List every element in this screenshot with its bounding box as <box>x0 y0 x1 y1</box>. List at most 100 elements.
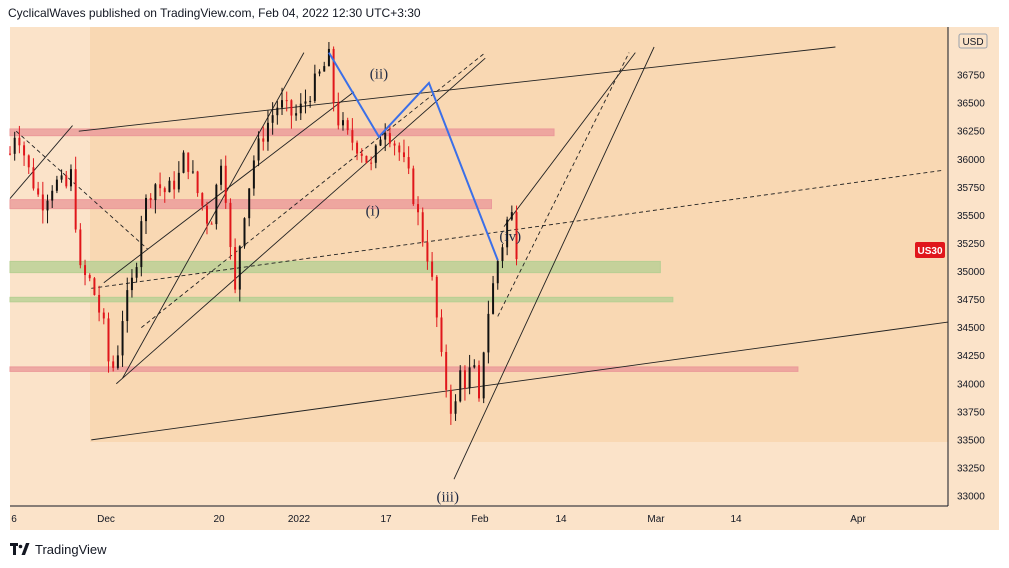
candle-body <box>478 365 480 399</box>
price-tick-label: 36250 <box>957 127 985 138</box>
candle-body <box>84 265 87 276</box>
candle-body <box>140 221 143 268</box>
candle <box>121 310 124 367</box>
price-tick-label: 33000 <box>957 492 985 503</box>
candle-body <box>55 179 58 191</box>
candle <box>304 89 307 114</box>
support-zone-3 <box>9 296 674 303</box>
candle <box>163 186 166 203</box>
candle-body <box>431 261 434 277</box>
candle-body <box>454 401 457 414</box>
candle <box>234 238 237 294</box>
trendline-5 <box>453 46 655 480</box>
wave-path <box>328 52 499 261</box>
candle-body <box>102 312 105 319</box>
price-tick-label: 34500 <box>957 323 985 334</box>
candle <box>482 351 485 404</box>
candle <box>323 61 326 72</box>
candle <box>177 161 180 193</box>
candle-body <box>252 160 255 189</box>
candle-body <box>79 229 82 266</box>
candle-body <box>356 142 359 154</box>
candle <box>266 110 269 151</box>
time-tick-label: Mar <box>647 514 665 525</box>
candle-body <box>173 180 176 190</box>
candle <box>337 92 340 130</box>
time-axis-background[interactable] <box>10 506 999 530</box>
candle-body <box>515 212 518 260</box>
candle-body <box>191 171 194 173</box>
candle <box>74 156 77 233</box>
candle-body <box>234 247 237 290</box>
candle-body <box>9 153 11 155</box>
time-tick-label: 2022 <box>288 514 311 525</box>
candle-body <box>313 73 316 101</box>
candle-body <box>224 165 227 203</box>
shaded-region <box>90 27 948 442</box>
price-tick-label: 34750 <box>957 295 985 306</box>
candle <box>60 169 63 183</box>
candle-body <box>27 155 30 168</box>
candle-body <box>88 275 91 279</box>
candle-body <box>435 276 438 318</box>
candle-body <box>182 152 185 173</box>
candle-body <box>257 138 260 161</box>
candle <box>107 312 110 373</box>
candle-body <box>309 100 312 102</box>
candles <box>9 42 518 425</box>
candle <box>196 170 199 197</box>
candle <box>351 118 354 151</box>
candle <box>238 245 241 302</box>
candle <box>84 259 87 286</box>
candle-body <box>32 167 35 189</box>
candle-body <box>18 137 21 146</box>
candle <box>37 181 40 197</box>
candle <box>126 277 129 333</box>
candle <box>154 183 157 214</box>
candle-body <box>426 242 429 262</box>
time-tick-label: 20 <box>213 514 225 525</box>
candle <box>187 152 190 180</box>
candle-body <box>60 175 63 180</box>
candle <box>487 300 490 364</box>
candle-body <box>440 317 443 352</box>
candle-body <box>332 48 335 103</box>
candle-body <box>463 370 466 389</box>
wave-label: (iv) <box>499 229 521 245</box>
tradingview-brand: TradingView <box>35 542 107 557</box>
candle-body <box>266 122 269 142</box>
candle-body <box>285 100 288 102</box>
trendline-10 <box>15 130 148 250</box>
candle-body <box>69 169 72 187</box>
candle <box>210 221 213 225</box>
candle-body <box>496 261 499 284</box>
price-tick-label: 35750 <box>957 183 985 194</box>
candle-body <box>238 246 241 290</box>
time-tick-label: 14 <box>730 514 742 525</box>
wave-label: (iii) <box>436 490 459 506</box>
candle <box>393 140 396 156</box>
candle-body <box>262 138 265 142</box>
price-axis-background[interactable] <box>948 27 999 506</box>
candle <box>93 277 96 296</box>
candle-body <box>205 205 208 224</box>
footer-branding[interactable]: TradingView <box>10 542 107 557</box>
resistance-zone-4 <box>9 366 799 372</box>
candle <box>13 131 16 161</box>
candle <box>295 104 298 121</box>
time-tick-label: Apr <box>850 514 866 525</box>
candle <box>140 215 143 277</box>
price-tick-label: 35000 <box>957 267 985 278</box>
candle <box>9 146 11 156</box>
price-badge <box>915 242 945 258</box>
currency-label-box[interactable] <box>958 33 988 49</box>
candle <box>27 154 30 175</box>
candle-body <box>51 190 54 201</box>
candle-body <box>154 184 157 201</box>
candle-body <box>487 313 490 353</box>
candle <box>478 360 480 402</box>
candle-body <box>149 197 152 201</box>
candle <box>501 244 504 269</box>
candle-body <box>379 139 382 146</box>
